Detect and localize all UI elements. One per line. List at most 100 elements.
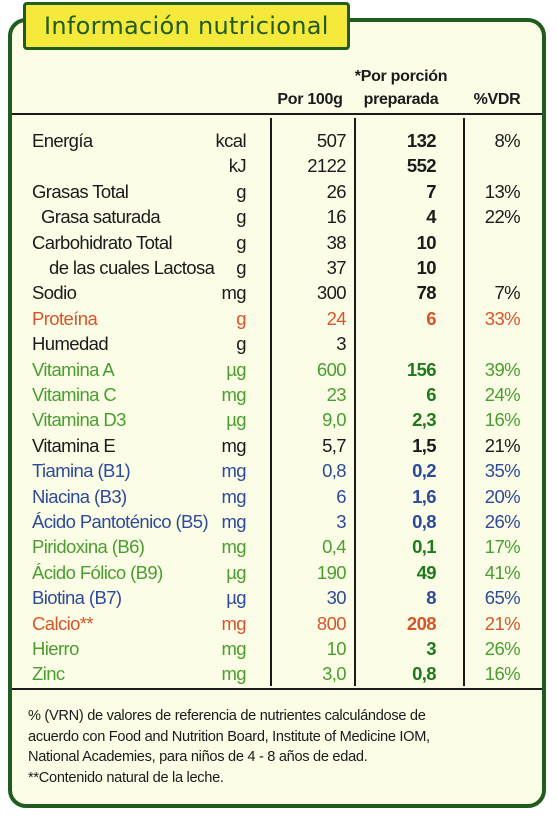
nutrient-name: Niacina (B3)	[32, 485, 127, 507]
table-row: Proteína g 24 6 33%	[0, 306, 557, 331]
value-vdr: 13%	[484, 180, 521, 202]
value-vdr: 21%	[484, 612, 521, 634]
table-row: Calcio** mg 800 208 21%	[0, 611, 557, 636]
table-row: Piridoxina (B6) mg 0,4 0,1 17%	[0, 534, 557, 559]
nutrient-unit: mg	[221, 282, 247, 304]
nutrient-unit: mg	[221, 663, 247, 685]
nutrient-unit: µg	[226, 358, 246, 380]
header-vdr: %VDR	[473, 91, 521, 108]
nutrient-unit: µg	[226, 561, 246, 583]
nutrient-unit: g	[236, 333, 246, 355]
value-per-portion: 208	[406, 612, 437, 634]
value-per-portion: 8	[426, 587, 436, 609]
value-per-100g: 9,0	[322, 409, 347, 431]
value-per-portion: 49	[416, 561, 437, 583]
table-row: Vitamina D3 µg 9,0 2,3 16%	[0, 407, 557, 432]
value-per-100g: 3	[336, 333, 346, 355]
table-row: Vitamina A µg 600 156 39%	[0, 357, 557, 382]
nutrient-name: Calcio**	[32, 612, 94, 634]
header-per-portion-line2: preparada	[363, 91, 439, 108]
value-vdr: 33%	[484, 307, 521, 329]
nutrient-name: Carbohidrato Total	[32, 231, 173, 253]
nutrient-unit: g	[236, 307, 246, 329]
nutrient-unit: kcal	[215, 130, 247, 151]
value-vdr: 26%	[484, 638, 521, 659]
table-row: Hierro mg 10 3 26%	[0, 636, 557, 661]
nutrient-name: Humedad	[32, 333, 109, 355]
nutrient-name: Vitamina C	[32, 384, 117, 405]
nutrient-unit: g	[236, 231, 246, 253]
value-vdr: 17%	[484, 536, 521, 558]
nutrient-unit: g	[236, 180, 246, 202]
column-divider-1	[270, 118, 272, 686]
value-per-portion: 4	[426, 206, 436, 228]
value-per-portion: 78	[416, 282, 437, 304]
value-per-portion: 7	[426, 180, 436, 202]
table-row: Grasas Total g 26 7 13%	[0, 179, 557, 204]
nutrient-unit: mg	[221, 434, 247, 456]
nutrient-unit: µg	[226, 587, 246, 609]
value-per-100g: 600	[316, 358, 347, 380]
column-divider-2	[354, 118, 356, 686]
nutrient-name: Sodio	[32, 282, 77, 304]
value-vdr: 7%	[494, 282, 520, 304]
nutrient-unit: mg	[221, 612, 247, 634]
footnote-line: **Contenido natural de la leche.	[28, 769, 224, 786]
value-per-portion: 0,8	[412, 511, 437, 532]
footnote-line: acuerdo con Food and Nutrition Board, In…	[28, 728, 430, 745]
nutrient-unit: mg	[221, 638, 247, 659]
table-row: Grasa saturada g 16 4 22%	[0, 204, 557, 229]
table-row: kJ 2122 552	[0, 153, 557, 178]
value-per-portion: 10	[416, 257, 437, 278]
table-row: Biotina (B7) µg 30 8 65%	[0, 585, 557, 610]
nutrient-name: Grasas Total	[32, 180, 129, 202]
value-per-portion: 1,6	[412, 485, 437, 507]
value-per-100g: 0,8	[322, 460, 347, 482]
nutrition-panel	[8, 18, 546, 808]
nutrient-name: de las cuales Lactosa	[49, 257, 215, 278]
value-per-100g: 23	[326, 384, 347, 405]
column-divider-3	[463, 118, 465, 686]
value-vdr: 20%	[484, 485, 521, 507]
value-per-100g: 26	[326, 180, 347, 202]
value-vdr: 24%	[484, 384, 521, 405]
value-vdr: 26%	[484, 511, 521, 532]
value-per-portion: 0,8	[412, 663, 437, 685]
nutrient-name: Biotina (B7)	[32, 587, 122, 609]
value-per-100g: 300	[316, 282, 347, 304]
table-row: Humedad g 3	[0, 331, 557, 356]
nutrient-unit: kJ	[228, 155, 247, 177]
footnote-line: National Academies, para niños de 4 - 8 …	[28, 749, 368, 765]
value-per-100g: 6	[336, 485, 346, 507]
nutrient-unit: mg	[221, 485, 247, 507]
nutrient-name: Energía	[32, 130, 93, 151]
value-per-100g: 2122	[307, 155, 346, 177]
table-row: de las cuales Lactosa g 37 10	[0, 255, 557, 280]
value-per-100g: 5,7	[322, 434, 347, 456]
value-per-portion: 6	[426, 384, 436, 405]
footer-divider	[12, 688, 542, 690]
nutrient-name: Piridoxina (B6)	[32, 536, 145, 558]
table-row: Vitamina C mg 23 6 24%	[0, 382, 557, 407]
nutrient-name: Hierro	[32, 638, 79, 659]
value-per-portion: 6	[426, 307, 436, 329]
nutrient-unit: µg	[226, 409, 246, 431]
table-row: Energía kcal 507 132 8%	[0, 128, 557, 153]
header-per-portion-line1: *Por porción	[354, 68, 448, 85]
value-per-100g: 38	[326, 231, 347, 253]
value-per-portion: 0,2	[412, 460, 437, 482]
value-vdr: 16%	[484, 409, 521, 431]
panel-title: Información nutricional	[23, 2, 350, 50]
nutrient-unit: mg	[221, 384, 247, 405]
footnote: % (VRN) de valores de referencia de nutr…	[28, 706, 533, 788]
value-vdr: 16%	[484, 663, 521, 685]
value-per-100g: 3	[336, 511, 346, 532]
nutrient-name: Tiamina (B1)	[32, 460, 131, 482]
value-vdr: 39%	[484, 358, 521, 380]
table-row: Tiamina (B1) mg 0,8 0,2 35%	[0, 458, 557, 483]
value-per-100g: 190	[316, 561, 347, 583]
nutrient-unit: mg	[221, 536, 247, 558]
value-per-100g: 10	[326, 638, 347, 659]
value-per-portion: 2,3	[412, 409, 437, 431]
value-per-100g: 30	[326, 587, 347, 609]
